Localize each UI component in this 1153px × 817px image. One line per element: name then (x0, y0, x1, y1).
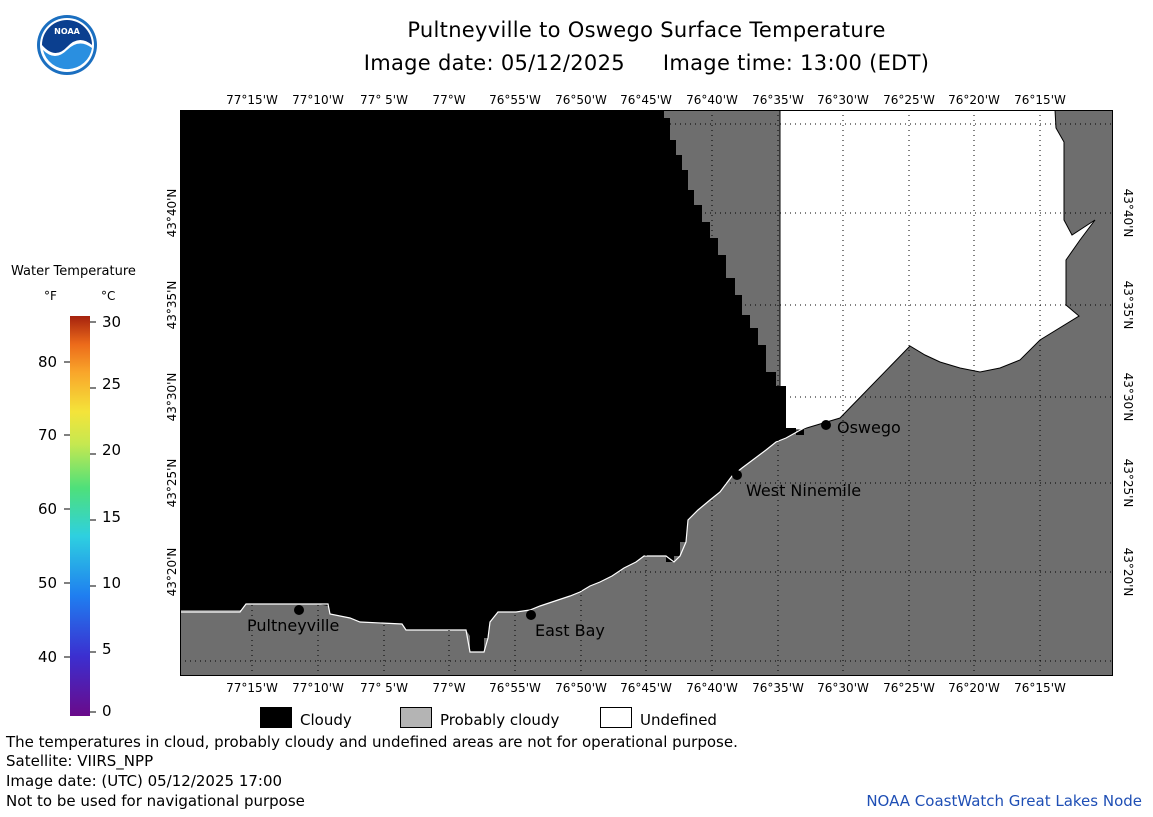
surface-temperature-map (180, 110, 1113, 676)
lon-label-bottom: 77° 5'W (360, 681, 408, 695)
scale-label-c: 20 (102, 441, 122, 459)
lon-label-top: 77° 5'W (360, 93, 408, 107)
lon-label-bottom: 76°25'W (883, 681, 935, 695)
scale-label-f: 80 (38, 353, 58, 371)
lon-label-bottom: 76°45'W (620, 681, 672, 695)
image-date: Image date: 05/12/2025 (363, 51, 625, 75)
lon-label-bottom: 76°50'W (555, 681, 607, 695)
lon-label-bottom: 77°15'W (226, 681, 278, 695)
lat-label-right: 43°35'N (1121, 280, 1135, 330)
place-label-east-bay: East Bay (535, 621, 605, 640)
scale-label-c: 0 (102, 702, 112, 720)
lat-label-left: 43°35'N (165, 280, 179, 330)
lat-label-left: 43°30'N (165, 372, 179, 422)
image-time: Image time: 13:00 (EDT) (662, 51, 930, 75)
lon-label-bottom: 76°30'W (817, 681, 869, 695)
unit-fahrenheit: °F (44, 289, 57, 303)
lat-label-right: 43°30'N (1121, 372, 1135, 422)
lon-label-top: 76°15'W (1014, 93, 1066, 107)
place-label-oswego: Oswego (837, 418, 901, 437)
image-datetime: Image date: 05/12/2025 Image time: 13:00 … (180, 51, 1113, 75)
scale-label-c: 10 (102, 574, 122, 592)
lon-label-bottom: 77°10'W (292, 681, 344, 695)
lon-label-top: 76°25'W (883, 93, 935, 107)
scale-label-f: 50 (38, 574, 58, 592)
map-title: Pultneyville to Oswego Surface Temperatu… (407, 18, 886, 42)
key-cloudy-label: Cloudy (300, 711, 352, 729)
place-label-west-ninemile: West Ninemile (746, 481, 862, 500)
lat-label-right: 43°25'N (1121, 458, 1135, 508)
lon-label-top: 76°55'W (489, 93, 541, 107)
noaa-logo: NOAA (37, 15, 97, 75)
lon-label-bottom: 76°20'W (948, 681, 1000, 695)
lat-label-right: 43°20'N (1121, 547, 1135, 597)
lon-label-bottom: 76°40'W (686, 681, 738, 695)
key-probably-cloudy-swatch (400, 707, 432, 728)
scale-label-c: 5 (102, 640, 112, 658)
lon-label-top: 77°15'W (226, 93, 278, 107)
temperature-color-scale (64, 316, 96, 716)
lon-label-bottom: 76°15'W (1014, 681, 1066, 695)
key-undefined-swatch (600, 707, 632, 728)
lon-label-top: 76°35'W (752, 93, 804, 107)
scale-label-c: 15 (102, 508, 122, 526)
lat-label-left: 43°20'N (165, 547, 179, 597)
lat-label-left: 43°25'N (165, 458, 179, 508)
map-frame (180, 110, 1113, 676)
scale-label-c: 30 (102, 313, 122, 331)
scale-label-c: 25 (102, 375, 122, 393)
key-cloudy-swatch (260, 707, 292, 728)
satellite-note: Satellite: VIIRS_NPP (6, 752, 154, 770)
east-bay-marker (526, 610, 536, 620)
scale-label-f: 70 (38, 426, 58, 444)
credit-text: NOAA CoastWatch Great Lakes Node (866, 792, 1142, 810)
pultneyville-marker (294, 605, 304, 615)
disclaimer-note: The temperatures in cloud, probably clou… (6, 733, 738, 751)
scale-label-f: 40 (38, 648, 58, 666)
lon-label-top: 76°50'W (555, 93, 607, 107)
lat-label-right: 43°40'N (1121, 188, 1135, 238)
lon-label-bottom: 77°W (432, 681, 466, 695)
lon-label-top: 76°30'W (817, 93, 869, 107)
lon-label-bottom: 76°55'W (489, 681, 541, 695)
scale-label-f: 60 (38, 500, 58, 518)
lon-label-top: 77°W (432, 93, 466, 107)
cloudy-area (180, 110, 804, 652)
lon-label-top: 76°40'W (686, 93, 738, 107)
lat-label-left: 43°40'N (165, 188, 179, 238)
legend-title: Water Temperature (11, 264, 136, 279)
noaa-logo-text: NOAA (54, 27, 80, 36)
navigation-note: Not to be used for navigational purpose (6, 792, 305, 810)
lon-label-top: 76°45'W (620, 93, 672, 107)
key-probably-cloudy-label: Probably cloudy (440, 711, 560, 729)
utc-date-note: Image date: (UTC) 05/12/2025 17:00 (6, 772, 283, 790)
graticule (180, 110, 1113, 676)
place-label-pultneyville: Pultneyville (247, 616, 340, 635)
lon-label-bottom: 76°35'W (752, 681, 804, 695)
west-ninemile-marker (732, 470, 742, 480)
oswego-marker (821, 420, 831, 430)
lon-label-top: 77°10'W (292, 93, 344, 107)
key-undefined-label: Undefined (640, 711, 717, 729)
lon-label-top: 76°20'W (948, 93, 1000, 107)
unit-celsius: °C (101, 289, 116, 303)
undefined-area (660, 110, 1096, 431)
